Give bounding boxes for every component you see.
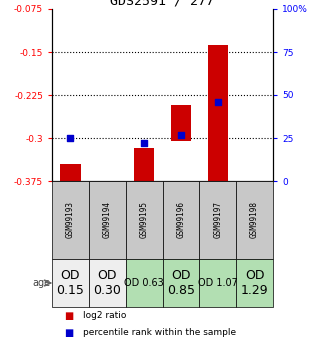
Bar [171, 105, 191, 141]
Text: percentile rank within the sample: percentile rank within the sample [83, 328, 236, 337]
Text: OD
1.29: OD 1.29 [241, 269, 268, 297]
Text: GSM99194: GSM99194 [103, 201, 112, 238]
Text: ■: ■ [64, 311, 74, 321]
Bar [52, 181, 89, 259]
Text: GSM99197: GSM99197 [213, 201, 222, 238]
Point [179, 132, 183, 137]
Text: OD 1.07: OD 1.07 [198, 278, 238, 288]
Text: age: age [32, 278, 50, 288]
Bar [199, 259, 236, 307]
Text: GSM99198: GSM99198 [250, 201, 259, 238]
Bar [89, 181, 126, 259]
Bar [236, 259, 273, 307]
Bar [236, 181, 273, 259]
Text: OD
0.85: OD 0.85 [167, 269, 195, 297]
Text: GSM99193: GSM99193 [66, 201, 75, 238]
Bar [89, 259, 126, 307]
Bar [134, 148, 154, 181]
Bar [163, 181, 199, 259]
Text: OD
0.15: OD 0.15 [57, 269, 84, 297]
Text: OD 0.63: OD 0.63 [124, 278, 164, 288]
Point [68, 135, 73, 141]
Bar [199, 181, 236, 259]
Text: OD
0.30: OD 0.30 [93, 269, 121, 297]
Point [142, 140, 146, 146]
Bar [163, 259, 199, 307]
Title: GDS2591 / 277: GDS2591 / 277 [110, 0, 215, 8]
Bar [126, 181, 163, 259]
Text: log2 ratio: log2 ratio [83, 311, 127, 320]
Point [215, 99, 220, 105]
Text: ■: ■ [64, 328, 74, 338]
Text: GSM99196: GSM99196 [176, 201, 185, 238]
Bar [52, 259, 89, 307]
Bar [60, 164, 81, 181]
Bar [208, 45, 228, 181]
Text: GSM99195: GSM99195 [140, 201, 149, 238]
Bar [126, 259, 163, 307]
